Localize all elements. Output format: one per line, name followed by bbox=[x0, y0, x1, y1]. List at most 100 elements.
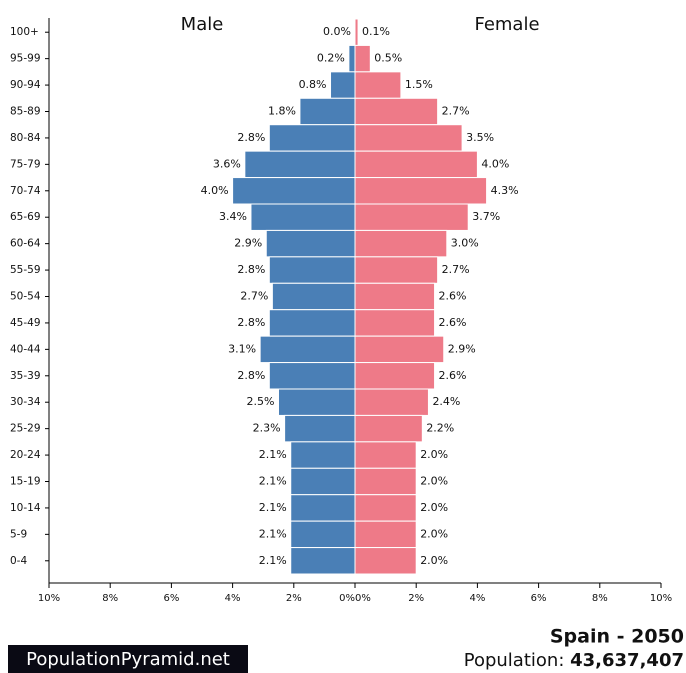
bar bbox=[354, 309, 436, 337]
population-value: 43,637,407 bbox=[570, 650, 684, 671]
x-tick-label: 10% bbox=[650, 593, 672, 604]
y-tick-label: 65-69 bbox=[10, 211, 41, 223]
value-label: 2.9% bbox=[448, 342, 476, 355]
x-tick-label: 6% bbox=[531, 593, 547, 604]
bar bbox=[354, 362, 436, 390]
value-label: 2.8% bbox=[237, 369, 265, 382]
y-tick-label: 20-24 bbox=[10, 449, 41, 461]
left-title: Male bbox=[181, 14, 224, 35]
x-tick-label: 4% bbox=[225, 593, 241, 604]
value-label: 2.7% bbox=[240, 290, 268, 303]
bar bbox=[265, 229, 356, 258]
value-label: 2.1% bbox=[259, 527, 287, 540]
value-label: 2.3% bbox=[253, 422, 281, 435]
bar bbox=[354, 282, 436, 311]
x-tick-label: 6% bbox=[163, 593, 179, 604]
bar bbox=[299, 97, 356, 126]
value-label: 2.8% bbox=[237, 316, 265, 329]
y-tick-label: 95-99 bbox=[10, 53, 41, 65]
bar bbox=[271, 282, 356, 311]
value-label: 2.7% bbox=[442, 263, 470, 276]
bar bbox=[354, 494, 417, 522]
bar bbox=[354, 177, 488, 205]
bar bbox=[290, 494, 356, 522]
value-label: 1.5% bbox=[405, 78, 433, 91]
brand: PopulationPyramid.net bbox=[26, 649, 230, 670]
y-tick-label: 0-4 bbox=[10, 555, 27, 567]
value-label: 2.7% bbox=[442, 105, 470, 118]
bar bbox=[268, 309, 356, 337]
footer-title: Spain - 2050 bbox=[550, 626, 684, 648]
y-tick-label: 60-64 bbox=[10, 238, 41, 250]
bar bbox=[268, 124, 356, 152]
bar bbox=[290, 520, 356, 549]
value-label: 2.6% bbox=[439, 316, 467, 329]
value-label: 2.1% bbox=[259, 448, 287, 461]
y-tick-label: 30-34 bbox=[10, 396, 41, 408]
value-label: 2.6% bbox=[439, 290, 467, 303]
x-tick-label: 0% bbox=[355, 593, 371, 604]
value-label: 2.9% bbox=[234, 237, 262, 250]
y-tick-label: 50-54 bbox=[10, 291, 41, 303]
value-label: 2.1% bbox=[259, 554, 287, 567]
population-label: Population: bbox=[464, 650, 565, 671]
y-tick-label: 75-79 bbox=[10, 158, 41, 170]
right-title: Female bbox=[474, 14, 539, 35]
value-label: 3.1% bbox=[228, 342, 256, 355]
value-label: 3.4% bbox=[219, 210, 247, 223]
y-tick-label: 85-89 bbox=[10, 106, 41, 118]
x-tick-label: 8% bbox=[592, 593, 608, 604]
value-label: 3.6% bbox=[213, 157, 241, 170]
value-label: 4.0% bbox=[481, 157, 509, 170]
y-tick-label: 100+ bbox=[10, 26, 39, 38]
value-label: 2.0% bbox=[420, 448, 448, 461]
bar bbox=[330, 71, 356, 99]
value-label: 2.0% bbox=[420, 501, 448, 514]
bar bbox=[354, 124, 463, 152]
bar bbox=[354, 44, 371, 73]
bar bbox=[284, 414, 356, 443]
value-label: 2.8% bbox=[237, 263, 265, 276]
bar bbox=[354, 18, 359, 46]
value-label: 2.0% bbox=[420, 527, 448, 540]
value-label: 0.2% bbox=[317, 52, 345, 65]
value-label: 4.0% bbox=[201, 184, 229, 197]
y-tick-label: 70-74 bbox=[10, 185, 41, 197]
value-label: 2.4% bbox=[432, 395, 460, 408]
y-tick-label: 5-9 bbox=[10, 528, 27, 540]
value-label: 3.0% bbox=[451, 237, 479, 250]
bar bbox=[290, 467, 356, 496]
value-label: 2.0% bbox=[420, 475, 448, 488]
value-label: 2.8% bbox=[237, 131, 265, 144]
x-tick-label: 2% bbox=[286, 593, 302, 604]
value-label: 0.5% bbox=[374, 52, 402, 65]
y-tick-label: 40-44 bbox=[10, 343, 41, 355]
bar bbox=[354, 97, 439, 126]
value-label: 3.5% bbox=[466, 131, 494, 144]
value-label: 2.6% bbox=[439, 369, 467, 382]
bar bbox=[354, 256, 439, 284]
bar bbox=[354, 71, 402, 99]
x-tick-label: 8% bbox=[102, 593, 118, 604]
bar bbox=[290, 441, 356, 469]
x-tick-label: 0% bbox=[339, 593, 355, 604]
bar bbox=[290, 547, 356, 575]
x-tick-label: 10% bbox=[38, 593, 60, 604]
y-tick-label: 55-59 bbox=[10, 264, 41, 276]
value-label: 2.5% bbox=[247, 395, 275, 408]
value-label: 1.8% bbox=[268, 105, 296, 118]
value-label: 0.0% bbox=[323, 25, 351, 38]
x-tick-label: 2% bbox=[408, 593, 424, 604]
bar bbox=[354, 203, 469, 231]
bar bbox=[354, 229, 448, 258]
bar bbox=[354, 335, 445, 364]
bar bbox=[250, 203, 356, 231]
value-label: 0.8% bbox=[299, 78, 327, 91]
value-label: 2.0% bbox=[420, 554, 448, 567]
y-tick-label: 10-14 bbox=[10, 502, 41, 514]
y-tick-label: 90-94 bbox=[10, 79, 41, 91]
population: Population: 43,637,407 bbox=[464, 650, 684, 671]
bar bbox=[268, 362, 356, 390]
bar bbox=[259, 335, 356, 364]
